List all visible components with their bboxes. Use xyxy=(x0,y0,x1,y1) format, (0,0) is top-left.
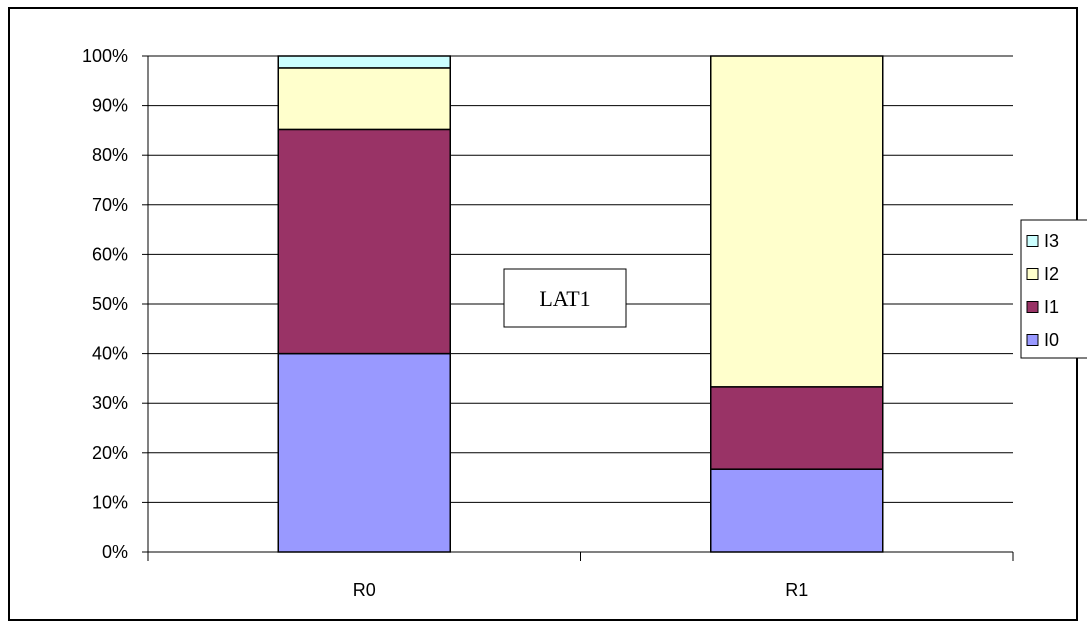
x-tick-label: R0 xyxy=(353,580,376,600)
annotation-label: LAT1 xyxy=(539,286,590,311)
bar-r0-i2 xyxy=(277,67,451,131)
y-tick-label: 10% xyxy=(92,492,128,512)
bars xyxy=(277,55,884,553)
legend-swatch-i3 xyxy=(1026,235,1039,247)
bar-r1-i2 xyxy=(710,55,884,388)
y-tick-label: 100% xyxy=(82,46,128,66)
y-tick-label: 0% xyxy=(102,542,128,562)
tick-labels: 0% 10% 20% 30% 40% 50% 60% 70% 80% 90% 100% R0 R1 xyxy=(82,46,808,600)
bar-r0-i1 xyxy=(277,128,451,355)
x-tick-label: R1 xyxy=(785,580,808,600)
bar-r0-i3 xyxy=(277,55,451,69)
legend-label-i0: I0 xyxy=(1044,330,1059,350)
legend-label-i3: I3 xyxy=(1044,231,1059,251)
legend-swatch-i2 xyxy=(1026,268,1039,280)
legend: I3 I2 I1 I0 xyxy=(1020,219,1087,359)
bar-r0-i0 xyxy=(277,352,451,553)
legend-swatch-i0 xyxy=(1026,334,1039,346)
annotation-box xyxy=(503,268,627,328)
legend-swatch-i1 xyxy=(1026,301,1039,313)
y-tick-label: 40% xyxy=(92,344,128,364)
annotation: LAT1 xyxy=(503,268,627,328)
y-tick-label: 80% xyxy=(92,145,128,165)
y-tick-label: 60% xyxy=(92,244,128,264)
y-tick-label: 30% xyxy=(92,393,128,413)
y-tick-label: 90% xyxy=(92,96,128,116)
bar-r1-i1 xyxy=(710,386,884,470)
legend-label-i2: I2 xyxy=(1044,264,1059,284)
bar-r1-i0 xyxy=(710,468,884,553)
y-tick-label: 50% xyxy=(92,294,128,314)
y-tick-label: 20% xyxy=(92,443,128,463)
legend-label-i1: I1 xyxy=(1044,297,1059,317)
y-tick-label: 70% xyxy=(92,195,128,215)
